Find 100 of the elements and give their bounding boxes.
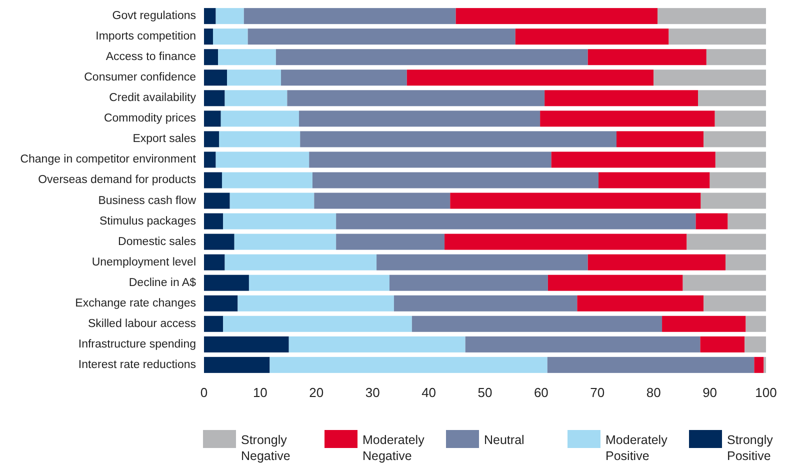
bar xyxy=(204,254,225,270)
bar xyxy=(698,90,766,106)
y-tick-label: Stimulus packages xyxy=(99,215,196,228)
bar xyxy=(700,336,745,352)
bar xyxy=(700,192,766,209)
bar xyxy=(588,49,706,66)
bar xyxy=(686,234,766,250)
bar xyxy=(216,152,310,168)
bar xyxy=(204,28,213,45)
bar xyxy=(219,131,300,148)
x-tick-label: 40 xyxy=(422,385,436,400)
bar xyxy=(706,49,766,66)
bar xyxy=(668,28,766,45)
bar xyxy=(376,254,588,270)
y-tick-label: Consumer confidence xyxy=(84,72,196,84)
bar xyxy=(312,172,599,188)
bar xyxy=(204,49,218,66)
bar xyxy=(223,213,336,230)
x-tick-label: 0 xyxy=(200,385,208,400)
y-tick-label: Business cash flow xyxy=(98,194,197,207)
bar xyxy=(204,234,234,250)
legend-label: Neutral xyxy=(484,433,524,447)
y-tick-label: Domestic sales xyxy=(118,236,196,248)
bar xyxy=(406,70,654,86)
bar xyxy=(204,172,222,188)
bar xyxy=(682,274,766,291)
bar xyxy=(222,172,312,188)
bar xyxy=(744,336,766,352)
bar xyxy=(223,316,412,332)
bar xyxy=(456,8,658,24)
y-tick-label: Govt regulations xyxy=(112,10,196,22)
bar xyxy=(714,110,766,127)
legend-label: Moderately Positive xyxy=(606,433,668,463)
y-tick-label: Credit availability xyxy=(109,92,196,104)
bar xyxy=(287,90,545,106)
bar xyxy=(715,152,766,168)
bar xyxy=(230,192,314,209)
bar xyxy=(204,295,238,312)
bar xyxy=(696,213,728,230)
bar xyxy=(204,213,224,230)
bar xyxy=(288,336,466,352)
y-tick-label: Exchange rate changes xyxy=(75,297,196,310)
bar xyxy=(238,295,394,312)
bar xyxy=(450,192,701,209)
bar xyxy=(726,254,766,270)
bar xyxy=(444,234,687,250)
bar xyxy=(577,295,704,312)
bar xyxy=(704,131,766,148)
bar xyxy=(547,356,754,373)
y-tick-label: Interest rate reductions xyxy=(78,358,196,371)
legend-label: Strongly Positive xyxy=(727,433,774,463)
bar xyxy=(389,274,548,291)
bar xyxy=(216,8,244,24)
y-tick-label: Commodity prices xyxy=(104,112,196,125)
bar xyxy=(204,356,270,373)
y-tick-label: Change in competitor environment xyxy=(20,154,197,166)
bar xyxy=(244,8,456,24)
bar xyxy=(598,172,710,188)
bar xyxy=(394,295,578,312)
x-tick-label: 30 xyxy=(365,385,380,400)
x-tick-label: 70 xyxy=(590,385,605,400)
bar xyxy=(204,131,220,148)
y-tick-label: Export sales xyxy=(132,133,196,146)
bar xyxy=(248,28,516,45)
y-tick-label: Skilled labour access xyxy=(88,318,196,330)
bar xyxy=(204,192,230,209)
y-tick-label: Imports competition xyxy=(96,30,196,43)
bar xyxy=(728,213,766,230)
legend-label: Moderately Negative xyxy=(362,433,426,463)
legend-label: Strongly Negative xyxy=(241,433,290,463)
x-tick-label: 90 xyxy=(702,385,718,400)
bar xyxy=(746,316,766,332)
bar xyxy=(204,90,225,106)
y-tick-label: Access to finance xyxy=(106,51,196,64)
x-tick-label: 20 xyxy=(309,385,324,400)
y-tick-label: Decline in A$ xyxy=(128,276,197,289)
x-tick-label: 10 xyxy=(252,385,268,400)
bar xyxy=(515,28,669,45)
bar xyxy=(465,336,700,352)
bar xyxy=(336,234,445,250)
bar xyxy=(248,274,390,291)
bar xyxy=(658,8,766,24)
bar xyxy=(710,172,766,188)
x-tick-label: 100 xyxy=(755,385,777,400)
bar xyxy=(220,110,299,127)
bar xyxy=(204,70,228,86)
bar xyxy=(412,316,662,332)
bar xyxy=(298,110,540,127)
bar xyxy=(224,90,288,106)
bar xyxy=(300,131,617,148)
bar xyxy=(704,295,766,312)
bar xyxy=(204,274,249,291)
bar xyxy=(314,192,450,209)
bar xyxy=(544,90,698,106)
bar xyxy=(234,234,336,250)
bar xyxy=(212,28,248,45)
bar xyxy=(616,131,704,148)
bar xyxy=(276,49,588,66)
x-tick-label: 80 xyxy=(646,385,661,400)
bar xyxy=(204,152,216,168)
